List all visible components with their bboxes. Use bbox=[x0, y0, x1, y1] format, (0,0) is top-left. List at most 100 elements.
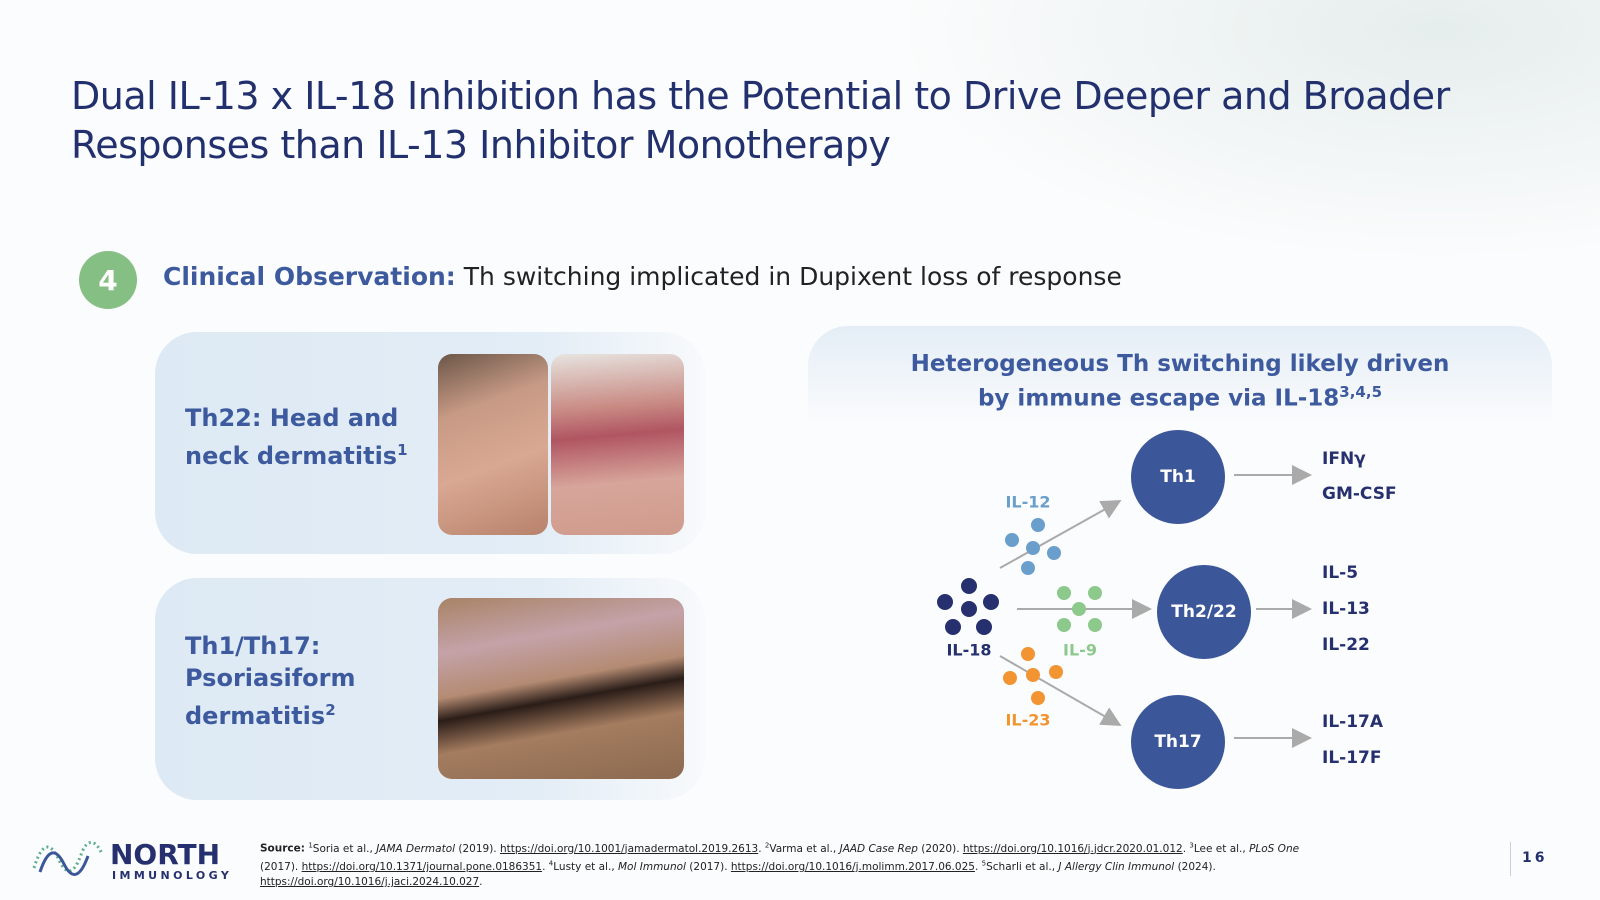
node-label: Th1 bbox=[1160, 467, 1196, 487]
reference: 5Scharli et al., J Allergy Clin Immunol … bbox=[260, 859, 1216, 889]
card-line: dermatitis2 bbox=[185, 694, 355, 732]
cytokine-label: IL-23 bbox=[1005, 711, 1050, 730]
cytokine-label: IL-18 bbox=[946, 641, 991, 660]
reference-journal: JAAD Case Rep bbox=[839, 842, 918, 855]
reference-link[interactable]: https://doi.org/10.1016/j.jaci.2024.10.0… bbox=[260, 876, 480, 888]
reference-end: . bbox=[1182, 842, 1187, 855]
th-switching-diagram: IL-18 IL-12 IL-9 IL-23 Th1 Th2/22 Th17 I… bbox=[937, 430, 1397, 789]
reference: 3Lee et al., PLoS One (2017). https://do… bbox=[260, 841, 1300, 873]
output-label: IFNγ bbox=[1322, 449, 1366, 469]
th-node bbox=[1131, 695, 1225, 789]
reference-year: (2017). bbox=[260, 861, 299, 873]
il12-dots bbox=[1005, 518, 1061, 575]
card-line: Psoriasiform bbox=[185, 664, 356, 692]
title-line: Dual IL-13 x IL-18 Inhibition has the Po… bbox=[71, 74, 1450, 118]
reference-authors: Soria et al., bbox=[312, 842, 373, 855]
logo-name: NORTH bbox=[110, 838, 220, 871]
output-label: IL-13 bbox=[1322, 599, 1370, 619]
reference-link[interactable]: https://doi.org/10.1371/journal.pone.018… bbox=[301, 861, 543, 873]
reference-end: . bbox=[479, 876, 483, 888]
logo: NORTH IMMUNOLOGY bbox=[32, 838, 232, 882]
reference: 1Soria et al., JAMA Dermatol (2019). htt… bbox=[308, 841, 765, 855]
photo-neck bbox=[551, 354, 684, 535]
reference-authors: Lee et al., bbox=[1193, 842, 1246, 855]
observation: Clinical Observation: Th switching impli… bbox=[163, 262, 1122, 291]
il23-dots bbox=[1003, 647, 1063, 705]
source-label: Source: bbox=[260, 842, 305, 855]
reference-year: (2020). bbox=[921, 842, 960, 855]
reference-year: (2024). bbox=[1177, 861, 1216, 873]
card-line-text: neck dermatitis bbox=[185, 442, 398, 470]
logo-sub: IMMUNOLOGY bbox=[112, 869, 232, 882]
reference-number: 2 bbox=[764, 841, 770, 849]
il9-dots bbox=[1057, 586, 1102, 632]
reference-link[interactable]: https://doi.org/10.1016/j.jdcr.2020.01.0… bbox=[962, 842, 1183, 855]
il18-dots bbox=[937, 578, 999, 635]
observation-text: Th switching implicated in Dupixent loss… bbox=[463, 262, 1122, 291]
output-label: GM-CSF bbox=[1322, 484, 1397, 504]
reference: 2Varma et al., JAAD Case Rep (2020). htt… bbox=[764, 841, 1190, 855]
divider bbox=[1510, 842, 1511, 876]
reference: 4Lusty et al., Mol Immunol (2017). https… bbox=[548, 859, 982, 874]
diagram-title-line: Heterogeneous Th switching likely driven bbox=[910, 351, 1450, 377]
citation: 3,4,5 bbox=[1339, 383, 1383, 401]
card-line: Th1/Th17: bbox=[185, 632, 321, 660]
reference-journal: PLoS One bbox=[1249, 842, 1300, 855]
card-text: Th1/Th17: Psoriasiform dermatitis2 bbox=[185, 630, 355, 732]
arrow bbox=[999, 655, 1122, 726]
photo-arms bbox=[438, 598, 684, 779]
reference-number: 4 bbox=[548, 859, 554, 868]
number-badge: 4 bbox=[79, 251, 137, 309]
reference-year: (2019). bbox=[458, 842, 497, 855]
diagram-panel bbox=[808, 326, 1552, 426]
reference-link[interactable]: https://doi.org/10.1016/j.molimm.2017.06… bbox=[730, 861, 975, 873]
reference-number: 3 bbox=[1189, 841, 1194, 849]
reference-journal: J Allergy Clin Immunol bbox=[1058, 861, 1175, 873]
output-label: IL-17A bbox=[1322, 712, 1384, 732]
diagram-title: Heterogeneous Th switching likely driven… bbox=[808, 350, 1552, 413]
source-notes: Source: 1Soria et al., JAMA Dermatol (20… bbox=[260, 838, 1320, 890]
reference-journal: JAMA Dermatol bbox=[376, 842, 456, 855]
reference-journal: Mol Immunol bbox=[618, 861, 686, 873]
output-label: IL-22 bbox=[1322, 635, 1370, 655]
observation-label: Clinical Observation: bbox=[163, 262, 456, 291]
reference-authors: Scharli et al., bbox=[986, 861, 1056, 873]
th-node bbox=[1157, 565, 1251, 659]
card-line: Th22: Head and bbox=[185, 404, 399, 432]
reference-authors: Lusty et al., bbox=[553, 861, 615, 873]
reference-year: (2017). bbox=[689, 861, 728, 873]
cytokine-label: IL-9 bbox=[1063, 641, 1097, 660]
reference-end: . bbox=[758, 842, 762, 855]
photo-face bbox=[438, 354, 548, 535]
diagram-title-line: by immune escape via IL-183,4,5 bbox=[808, 378, 1552, 413]
card-text: Th22: Head and neck dermatitis1 bbox=[185, 402, 408, 472]
reference-link[interactable]: https://doi.org/10.1001/jamadermatol.201… bbox=[499, 842, 759, 855]
card-line-text: dermatitis bbox=[185, 702, 326, 730]
reference-number: 1 bbox=[308, 841, 313, 849]
citation: 1 bbox=[397, 441, 408, 459]
background-decoration bbox=[800, 0, 1600, 300]
slide-title: Dual IL-13 x IL-18 Inhibition has the Po… bbox=[71, 72, 1450, 170]
th-node bbox=[1131, 430, 1225, 524]
reference-end: . bbox=[542, 861, 546, 873]
title-line: Responses than IL-13 Inhibitor Monothera… bbox=[71, 123, 891, 167]
arrows bbox=[999, 465, 1312, 748]
output-label: IL-5 bbox=[1322, 563, 1358, 583]
citation: 2 bbox=[325, 701, 336, 719]
node-label: Th17 bbox=[1154, 732, 1201, 752]
page-number: 16 bbox=[1522, 850, 1548, 866]
outputs: IFNγ GM-CSF IL-5 IL-13 IL-22 IL-17A IL-1… bbox=[1322, 449, 1397, 768]
output-label: IL-17F bbox=[1322, 748, 1381, 768]
card-line: neck dermatitis1 bbox=[185, 434, 408, 472]
logo-mark bbox=[38, 851, 90, 876]
reference-number: 5 bbox=[981, 859, 987, 868]
arrow bbox=[999, 500, 1122, 569]
node-label: Th2/22 bbox=[1171, 602, 1236, 622]
reference-authors: Varma et al., bbox=[769, 842, 837, 855]
diagram-title-text: by immune escape via IL-18 bbox=[977, 385, 1340, 412]
logo-mark bbox=[32, 841, 104, 873]
reference-end: . bbox=[974, 861, 979, 873]
cytokine-label: IL-12 bbox=[1005, 493, 1050, 512]
